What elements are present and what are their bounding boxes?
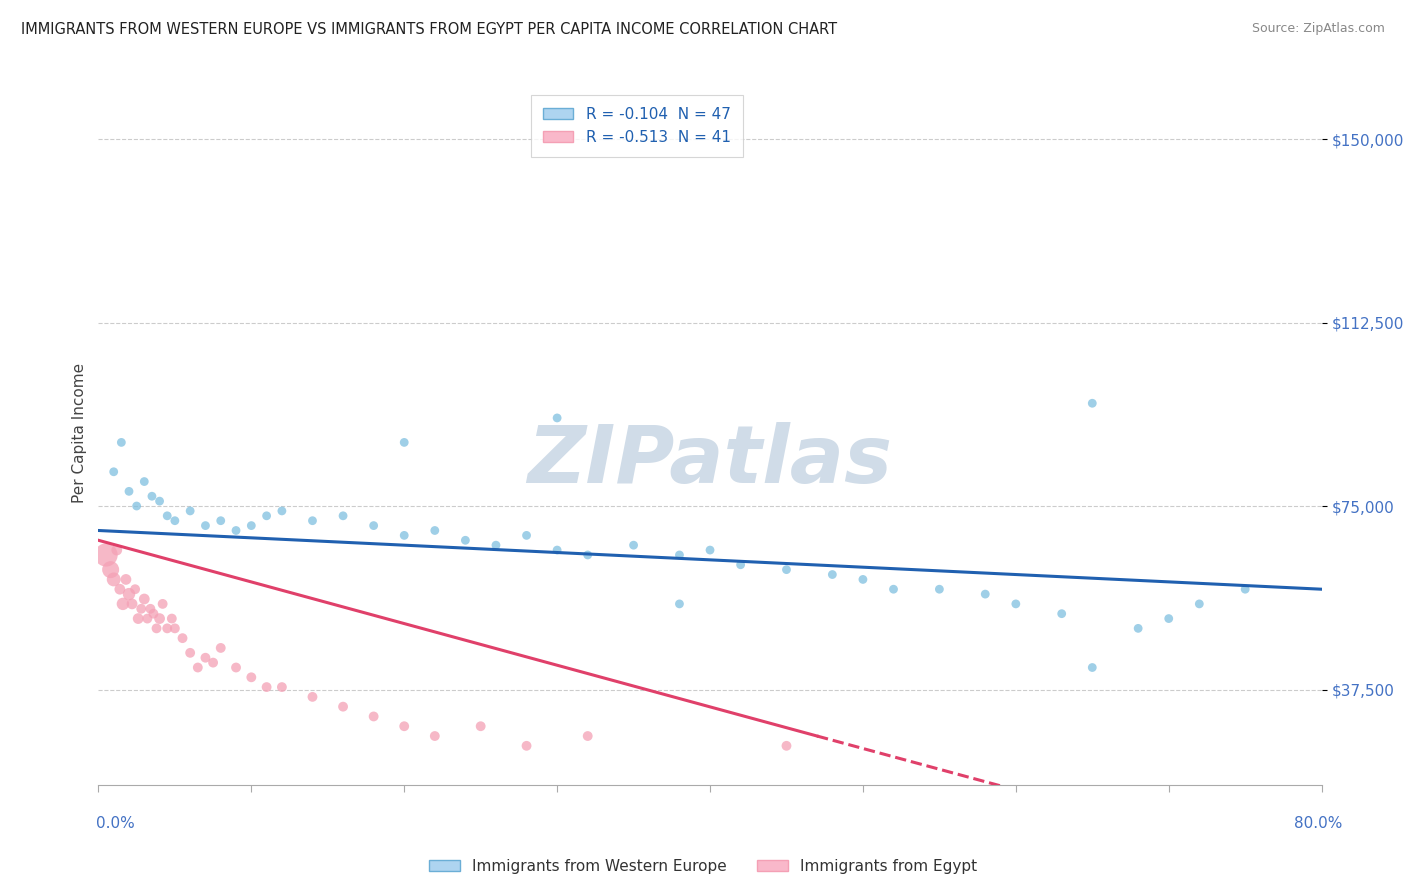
Point (1081, 660, 1104, 674)
Point (363, 709, 385, 723)
Point (1050, 607, 1073, 621)
Point (209, 640, 232, 655)
Point (1128, 621, 1150, 635)
Point (160, 611, 183, 625)
Point (127, 611, 149, 625)
Point (423, 524, 446, 538)
Point (156, 621, 179, 635)
Point (134, 475, 156, 489)
Point (392, 528, 416, 542)
Text: 0.0%: 0.0% (96, 816, 135, 831)
Point (576, 729, 599, 743)
Point (100, 563, 122, 577)
Point (974, 587, 997, 601)
Point (225, 660, 247, 674)
Text: ZIPatlas: ZIPatlas (527, 422, 893, 500)
Point (121, 597, 143, 611)
Text: Source: ZipAtlas.com: Source: ZipAtlas.com (1251, 22, 1385, 36)
Point (240, 518, 263, 533)
Point (142, 607, 165, 621)
Point (1188, 597, 1211, 611)
Point (1234, 582, 1257, 597)
Point (1157, 611, 1180, 625)
Point (194, 650, 217, 665)
Point (392, 719, 416, 733)
Point (668, 597, 690, 611)
Point (129, 601, 152, 615)
Point (124, 582, 146, 597)
Text: IMMIGRANTS FROM WESTERN EUROPE VS IMMIGRANTS FROM EGYPT PER CAPITA INCOME CORREL: IMMIGRANTS FROM WESTERN EUROPE VS IMMIGR… (21, 22, 837, 37)
Point (883, 582, 905, 597)
Point (152, 597, 174, 611)
Point (270, 680, 292, 694)
Point (546, 411, 568, 425)
Point (163, 621, 186, 635)
Point (179, 646, 201, 660)
Point (209, 514, 232, 528)
Point (94, 548, 117, 562)
Point (730, 558, 752, 572)
Point (103, 465, 125, 479)
Text: 80.0%: 80.0% (1295, 816, 1343, 831)
Point (301, 514, 323, 528)
Point (775, 563, 797, 577)
Point (115, 573, 138, 587)
Point (363, 518, 385, 533)
Point (125, 499, 148, 513)
Point (156, 508, 179, 523)
Point (225, 524, 247, 538)
Point (852, 573, 875, 587)
Point (1081, 396, 1104, 410)
Point (928, 582, 950, 597)
Point (110, 435, 132, 450)
Point (454, 533, 477, 548)
Point (103, 573, 125, 587)
Point (187, 660, 209, 674)
Point (775, 739, 797, 753)
Legend: Immigrants from Western Europe, Immigrants from Egypt: Immigrants from Western Europe, Immigran… (423, 853, 983, 880)
Point (136, 611, 159, 625)
Point (141, 489, 163, 503)
Point (256, 680, 278, 694)
Point (149, 494, 172, 508)
Point (118, 587, 141, 601)
Point (1004, 597, 1026, 611)
Point (470, 719, 492, 733)
Point (332, 508, 354, 523)
Point (139, 601, 162, 615)
Point (179, 504, 201, 518)
Point (105, 543, 128, 558)
Point (149, 611, 172, 625)
Point (111, 597, 134, 611)
Y-axis label: Per Capita Income: Per Capita Income (72, 362, 87, 503)
Point (163, 514, 186, 528)
Point (623, 538, 645, 552)
Point (332, 699, 354, 714)
Point (108, 582, 131, 597)
Point (145, 621, 167, 635)
Point (202, 656, 225, 670)
Point (699, 543, 721, 558)
Point (194, 518, 217, 533)
Point (546, 543, 568, 558)
Point (301, 690, 323, 704)
Point (172, 631, 194, 645)
Point (270, 504, 292, 518)
Point (485, 538, 508, 552)
Point (423, 729, 446, 743)
Point (240, 670, 263, 684)
Point (134, 592, 156, 607)
Point (821, 567, 844, 582)
Point (516, 739, 538, 753)
Point (516, 528, 538, 542)
Point (256, 508, 278, 523)
Point (668, 548, 690, 562)
Point (118, 484, 141, 499)
Point (392, 435, 416, 450)
Point (576, 548, 599, 562)
Legend: R = -0.104  N = 47, R = -0.513  N = 41: R = -0.104 N = 47, R = -0.513 N = 41 (530, 95, 742, 157)
